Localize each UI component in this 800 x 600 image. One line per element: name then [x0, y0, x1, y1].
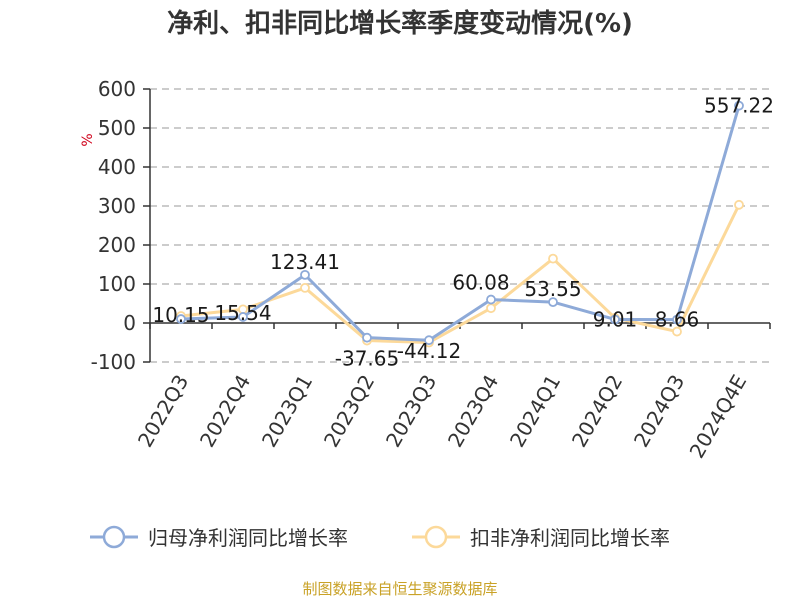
x-tick-label: 2023Q3	[381, 371, 441, 452]
data-label: 123.41	[270, 250, 340, 274]
data-label: 8.66	[655, 308, 700, 332]
legend-label: 扣非净利润同比增长率	[470, 526, 670, 550]
y-unit-label: %	[80, 133, 96, 146]
x-tick-label: 2024Q3	[629, 371, 689, 452]
data-point	[176, 314, 186, 324]
data-point	[672, 326, 682, 337]
chart-title: 净利、扣非同比增长率季度变动情况(%)	[167, 9, 633, 39]
data-label: 60.08	[452, 271, 509, 295]
data-label: 15.54	[214, 301, 271, 325]
x-tick-label: 2023Q2	[319, 371, 379, 452]
legend-item: 扣非净利润同比增长率	[412, 525, 670, 550]
data-label: 557.22	[704, 94, 774, 118]
x-tick-label: 2024Q4E	[685, 371, 752, 463]
x-tick-label: 2024Q2	[567, 371, 627, 452]
series-line	[180, 204, 741, 344]
data-label: 53.55	[524, 277, 581, 301]
series-layer	[176, 100, 744, 348]
y-tick-label: 100	[98, 272, 136, 296]
data-point	[486, 303, 496, 314]
x-tick-label: 2022Q3	[133, 371, 193, 452]
legend: 归母净利润同比增长率 扣非净利润同比增长率	[90, 525, 670, 550]
y-tick-label: 0	[123, 311, 136, 335]
y-tick-label: 400	[98, 155, 136, 179]
legend-item: 归母净利润同比增长率	[90, 525, 348, 550]
data-point	[734, 199, 744, 210]
data-point	[238, 312, 248, 322]
legend-marker	[102, 525, 126, 549]
data-label: 9.01	[593, 307, 638, 331]
y-tick-label: 300	[98, 194, 136, 218]
legend-label: 归母净利润同比增长率	[148, 526, 348, 550]
data-point	[300, 269, 310, 280]
source-note: 制图数据来自恒生聚源数据库	[302, 580, 498, 598]
x-tick-label: 2022Q4	[195, 371, 255, 452]
data-point	[300, 282, 310, 293]
data-point	[548, 297, 558, 308]
data-point	[672, 314, 682, 325]
y-tick-label: -100	[91, 350, 136, 374]
grid-layer	[150, 88, 770, 363]
y-tick-label: 500	[98, 116, 136, 140]
y-tick-label: 200	[98, 233, 136, 257]
x-tick-label: 2023Q1	[257, 371, 317, 452]
data-point	[734, 100, 744, 111]
data-label: -37.65	[335, 347, 399, 371]
data-point	[548, 253, 558, 264]
data-point	[610, 314, 620, 325]
legend-marker	[424, 525, 448, 549]
y-tick-label: 600	[98, 77, 136, 101]
data-label: 10.15	[152, 303, 209, 327]
series-line	[180, 105, 741, 342]
data-point	[486, 294, 496, 305]
x-tick-label: 2024Q1	[505, 371, 565, 452]
x-tick-label: 2023Q4	[443, 371, 503, 452]
data-label: -44.12	[397, 339, 461, 363]
data-point	[424, 335, 434, 346]
data-label-layer: 10.15 15.54 123.41 -37.65-44.12 60.08 53.55 9.…	[152, 94, 774, 371]
data-point	[362, 332, 372, 343]
